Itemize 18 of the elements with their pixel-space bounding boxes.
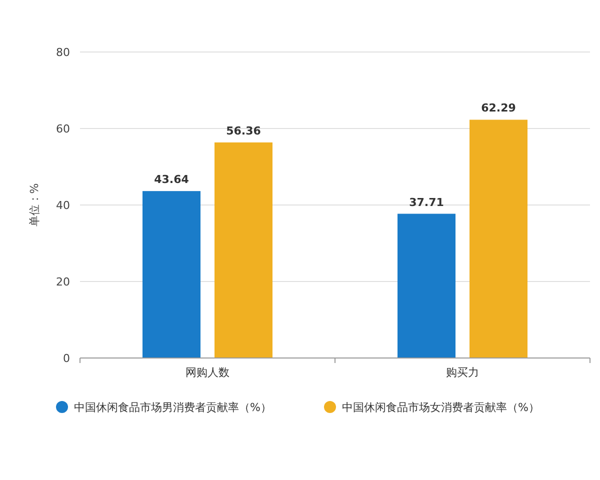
y-tick-label: 20: [56, 276, 70, 288]
y-tick-label: 40: [56, 199, 70, 212]
x-tick-label: 网购人数: [186, 366, 230, 379]
y-tick-label: 0: [63, 352, 70, 365]
bar: [470, 120, 528, 358]
data-label: 37.71: [409, 196, 444, 209]
y-tick-label: 80: [56, 46, 70, 59]
bar: [142, 191, 200, 358]
data-label: 43.64: [154, 173, 190, 186]
x-tick-label: 购买力: [446, 366, 479, 379]
legend-label: 中国休闲食品市场女消费者贡献率（%）: [342, 401, 540, 414]
y-axis-title: 单位：%: [28, 183, 41, 227]
data-label: 62.29: [481, 102, 516, 115]
y-tick-label: 60: [56, 122, 70, 136]
bar: [398, 214, 456, 358]
legend-label: 中国休闲食品市场男消费者贡献率（%）: [74, 401, 272, 414]
data-label: 56.36: [226, 124, 262, 138]
bar: [214, 142, 272, 358]
